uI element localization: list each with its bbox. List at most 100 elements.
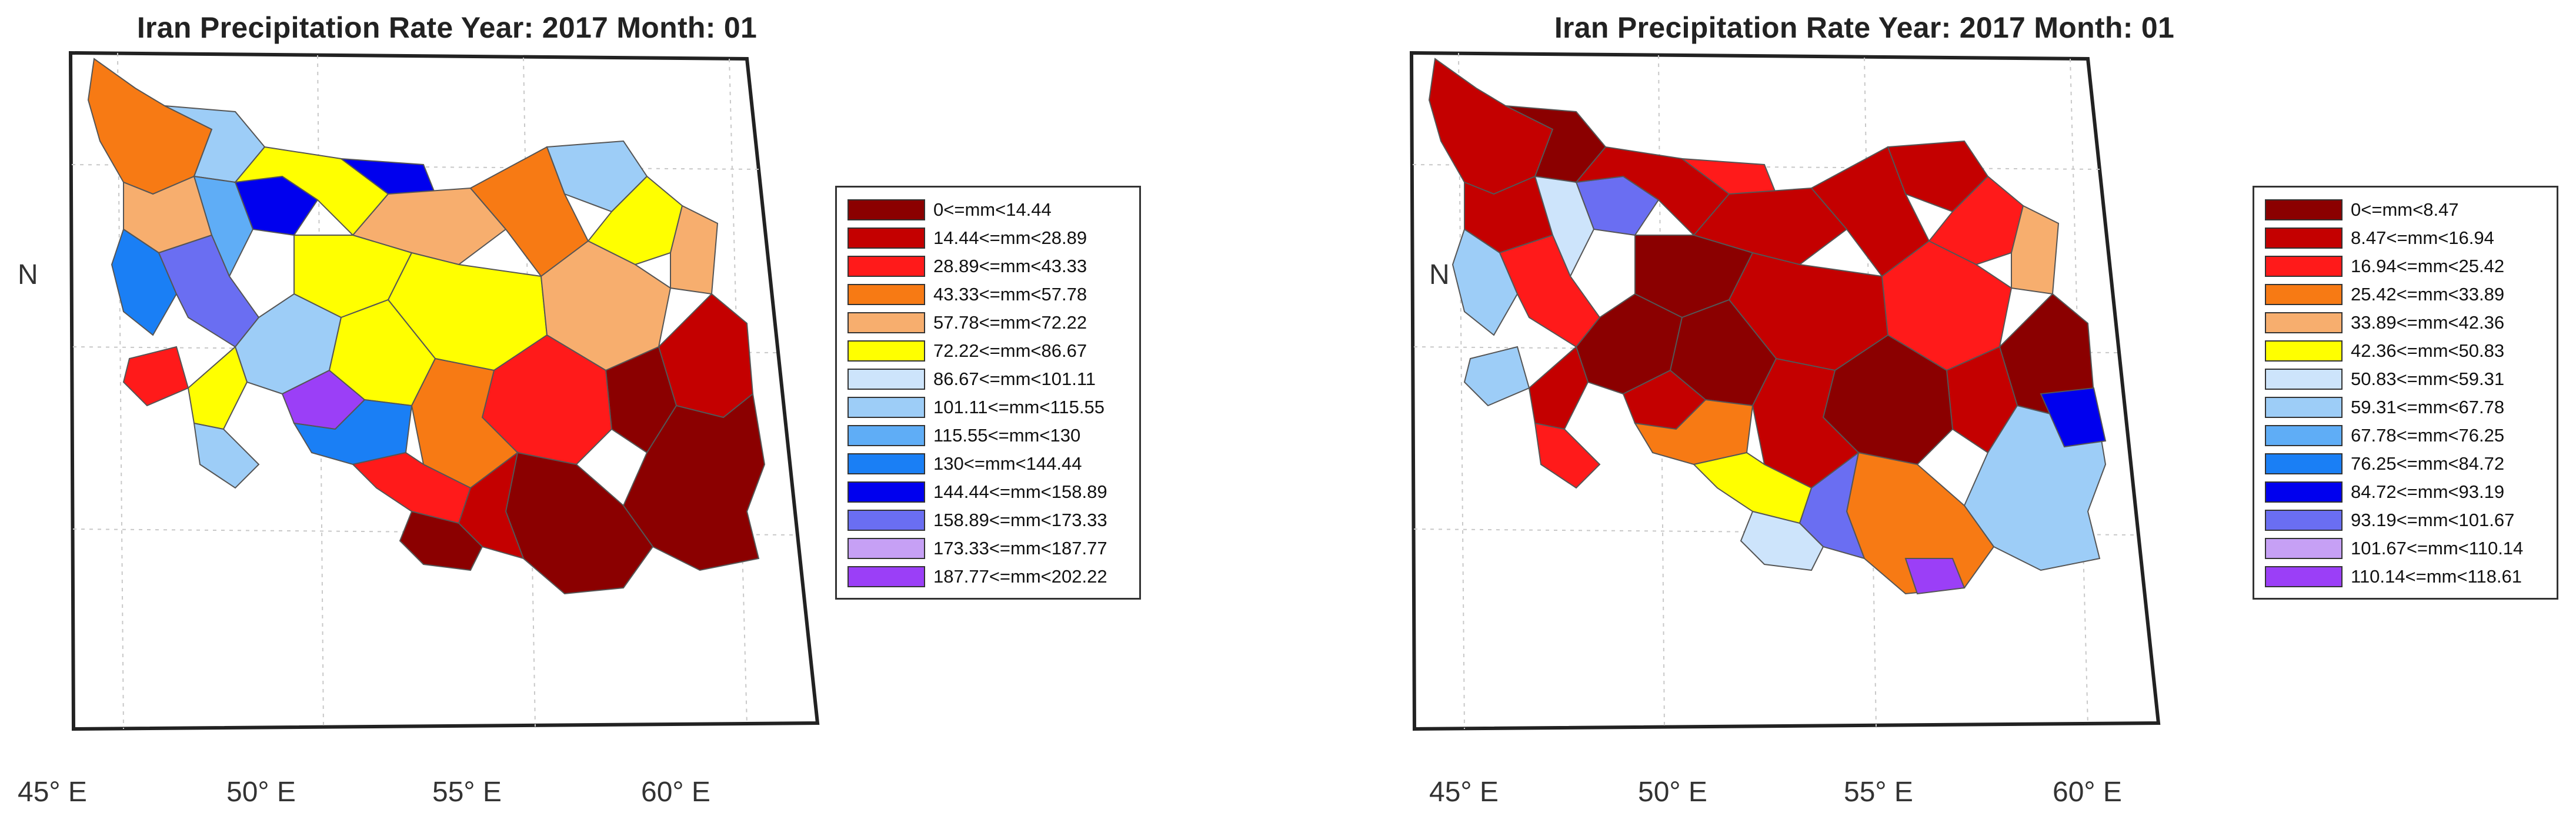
legend-item: 86.67<=mm<101.11 [847, 365, 1129, 393]
legend-swatch [2265, 453, 2343, 474]
lon-tick-60: 60° E [641, 777, 710, 808]
legend-label: 42.36<=mm<50.83 [2351, 340, 2505, 361]
lon-tick-55: 55° E [432, 777, 502, 808]
legend-swatch [847, 453, 925, 474]
region [2040, 387, 2107, 448]
legend-swatch [847, 369, 925, 390]
legend-label: 187.77<=mm<202.22 [933, 566, 1107, 587]
legend-label: 67.78<=mm<76.25 [2351, 425, 2505, 446]
region [187, 346, 248, 430]
legend-label: 59.31<=mm<67.78 [2351, 397, 2505, 417]
legend-label: 33.89<=mm<42.36 [2351, 312, 2505, 333]
legend-label: 14.44<=mm<28.89 [933, 228, 1087, 248]
region [293, 399, 413, 466]
legend-item: 84.72<=mm<93.19 [2265, 478, 2546, 506]
map-frame [1409, 51, 2161, 731]
legend-swatch [847, 312, 925, 333]
iran-regions [1428, 58, 2107, 595]
legend-swatch [847, 481, 925, 503]
legend-item: 28.89<=mm<43.33 [847, 252, 1129, 280]
region [193, 175, 254, 278]
region [158, 234, 260, 348]
legend-swatch [847, 538, 925, 559]
lon-tick-50: 50° E [226, 777, 296, 808]
lon-tick-45: 45° E [1429, 777, 1499, 808]
legend-label: 0<=mm<14.44 [933, 199, 1052, 220]
legend-label: 130<=mm<144.44 [933, 453, 1082, 474]
legend-label: 50.83<=mm<59.31 [2351, 369, 2505, 389]
region [1904, 558, 1966, 595]
legend-swatch [2265, 397, 2343, 418]
legend-swatch [2265, 340, 2343, 362]
legend-swatch [847, 284, 925, 305]
legend-swatch [2265, 566, 2343, 587]
region [670, 205, 719, 295]
legend-label: 43.33<=mm<57.78 [933, 284, 1087, 305]
legend-label: 0<=mm<8.47 [2351, 199, 2459, 220]
legend-label: 76.25<=mm<84.72 [2351, 453, 2505, 474]
legend-item: 173.33<=mm<187.77 [847, 534, 1129, 563]
legend-label: 173.33<=mm<187.77 [933, 538, 1107, 558]
region [1634, 399, 1754, 466]
lon-tick-60: 60° E [2053, 777, 2122, 808]
region [1740, 510, 1824, 571]
legend-item: 110.14<=mm<118.61 [2265, 563, 2546, 591]
legend-swatch [2265, 425, 2343, 446]
legend-item: 101.11<=mm<115.55 [847, 393, 1129, 421]
legend-item: 50.83<=mm<59.31 [2265, 365, 2546, 393]
map-frame [68, 51, 820, 731]
region [2011, 205, 2060, 295]
iran-regions [87, 58, 766, 595]
legend-swatch [847, 397, 925, 418]
map-panel-left: Iran Precipitation Rate Year: 2017 Month… [18, 11, 1141, 808]
legend-item: 187.77<=mm<202.22 [847, 563, 1129, 591]
north-label: N [18, 259, 38, 290]
legend-swatch [2265, 312, 2343, 333]
legend-swatch [847, 340, 925, 362]
legend-swatch [2265, 481, 2343, 503]
legend-item: 144.44<=mm<158.89 [847, 478, 1129, 506]
legend-label: 25.42<=mm<33.89 [2351, 284, 2505, 305]
legend-swatch [847, 199, 925, 220]
legend-label: 84.72<=mm<93.19 [2351, 481, 2505, 502]
lon-tick-55: 55° E [1844, 777, 1913, 808]
legend-swatch [2265, 228, 2343, 249]
legend-swatch [2265, 284, 2343, 305]
legend-item: 14.44<=mm<28.89 [847, 224, 1129, 252]
region [1463, 346, 1530, 407]
region [1534, 422, 1601, 489]
legend-item: 25.42<=mm<33.89 [2265, 280, 2546, 309]
legend-swatch [2265, 510, 2343, 531]
lon-tick-50: 50° E [1638, 777, 1707, 808]
legend-label: 93.19<=mm<101.67 [2351, 510, 2515, 530]
legend-label: 101.11<=mm<115.55 [933, 397, 1105, 417]
legend-swatch [847, 510, 925, 531]
legend-label: 86.67<=mm<101.11 [933, 369, 1096, 389]
legend-label: 110.14<=mm<118.61 [2351, 566, 2522, 587]
legend-item: 8.47<=mm<16.94 [2265, 224, 2546, 252]
legend-item: 0<=mm<8.47 [2265, 196, 2546, 224]
legend-swatch [847, 425, 925, 446]
lon-tick-45: 45° E [18, 777, 87, 808]
legend-swatch [847, 566, 925, 587]
legend-item: 43.33<=mm<57.78 [847, 280, 1129, 309]
legend-item: 67.78<=mm<76.25 [2265, 421, 2546, 450]
legend-item: 130<=mm<144.44 [847, 450, 1129, 478]
legend: 0<=mm<8.47 8.47<=mm<16.94 16.94<=mm<25.4… [2253, 186, 2558, 600]
region [1534, 175, 1595, 278]
legend-item: 0<=mm<14.44 [847, 196, 1129, 224]
map-title: Iran Precipitation Rate Year: 2017 Month… [136, 11, 758, 44]
north-label: N [1429, 259, 1450, 290]
legend-label: 57.78<=mm<72.22 [933, 312, 1087, 333]
legend-swatch [2265, 538, 2343, 559]
region [399, 510, 483, 571]
legend-label: 158.89<=mm<173.33 [933, 510, 1107, 530]
legend-item: 158.89<=mm<173.33 [847, 506, 1129, 534]
map-panel-right: Iran Precipitation Rate Year: 2017 Month… [1288, 0, 2576, 823]
legend-item: 72.22<=mm<86.67 [847, 337, 1129, 365]
legend-item: 42.36<=mm<50.83 [2265, 337, 2546, 365]
legend-item: 101.67<=mm<110.14 [2265, 534, 2546, 563]
region [1528, 346, 1589, 430]
region [193, 422, 260, 489]
region [1499, 234, 1601, 348]
